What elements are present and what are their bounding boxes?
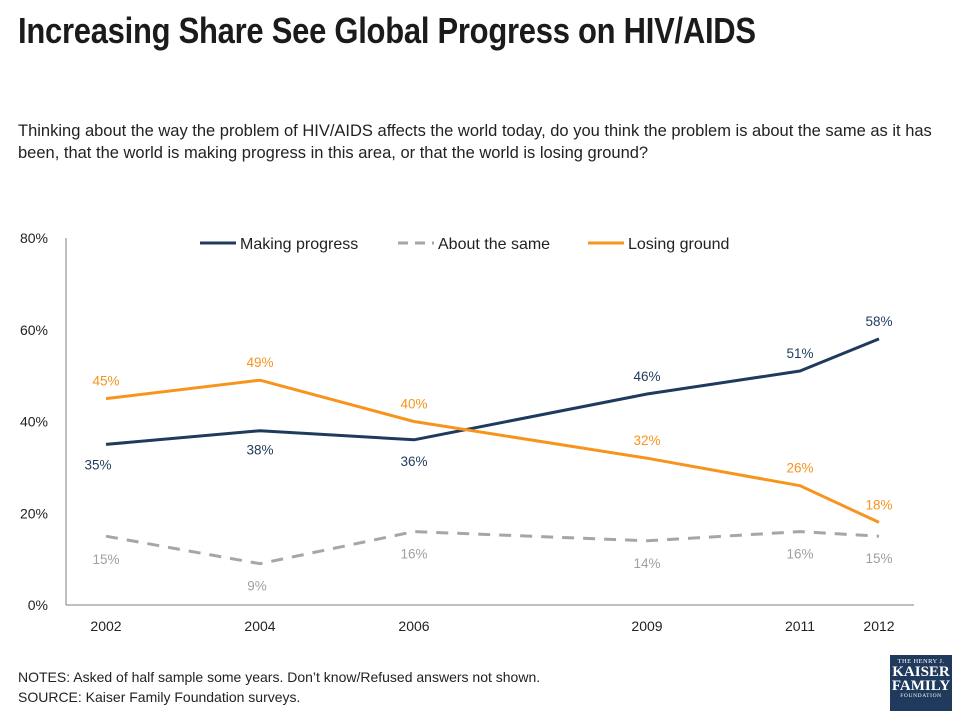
y-tick-label: 80% <box>20 230 48 246</box>
legend-label: About the same <box>438 236 550 253</box>
notes-text: NOTES: Asked of half sample some years. … <box>18 669 541 685</box>
line-chart: 0% 20% 40% 60% 80% 2002 2004 2006 2009 2011 2012 35… <box>20 230 914 634</box>
series-line-about-the-same <box>105 530 880 566</box>
data-label: 16% <box>786 547 813 562</box>
data-label: 15% <box>92 552 119 567</box>
x-tick-label: 2006 <box>398 618 429 634</box>
data-label: 58% <box>865 314 892 329</box>
legend-label: Making progress <box>240 236 358 253</box>
logo-line-2: KAISER <box>892 664 950 680</box>
x-tick-label: 2002 <box>90 618 121 634</box>
data-label: 26% <box>786 461 813 476</box>
y-tick-label: 60% <box>20 322 48 338</box>
logo-line-1: THE HENRY J. <box>897 658 945 665</box>
data-label: 36% <box>400 454 427 469</box>
page-title: Increasing Share See Global Progress on … <box>18 10 756 51</box>
data-label: 45% <box>92 374 119 389</box>
data-label: 49% <box>246 355 273 370</box>
x-tick-label: 2012 <box>863 618 894 634</box>
kff-logo: THE HENRY J. KAISER FAMILY FOUNDATION <box>890 655 952 711</box>
logo-line-4: FOUNDATION <box>900 693 942 699</box>
x-tick-label: 2004 <box>244 618 275 634</box>
series-line-losing-ground <box>105 378 880 524</box>
footnotes: NOTES: Asked of half sample some years. … <box>18 667 540 707</box>
x-tick-label: 2011 <box>785 618 815 634</box>
data-label: 46% <box>633 369 660 384</box>
y-tick-label: 0% <box>28 597 48 613</box>
data-label: 35% <box>84 457 111 472</box>
y-tick-label: 20% <box>20 505 48 521</box>
data-label: 16% <box>400 547 427 562</box>
x-tick-label: 2009 <box>631 618 662 634</box>
data-label: 18% <box>865 497 892 512</box>
legend-label: Losing ground <box>628 236 729 253</box>
survey-question: Thinking about the way the problem of HI… <box>18 122 932 162</box>
data-label: 9% <box>247 579 267 594</box>
data-label: 32% <box>633 433 660 448</box>
data-label: 14% <box>633 556 660 571</box>
source-text: SOURCE: Kaiser Family Foundation surveys… <box>18 689 301 705</box>
series-line-making-progress <box>105 337 880 446</box>
data-label: 51% <box>786 346 813 361</box>
data-label: 40% <box>400 397 427 412</box>
data-label: 38% <box>246 443 273 458</box>
y-tick-label: 40% <box>20 414 48 430</box>
data-label: 15% <box>865 551 892 566</box>
logo-line-3: FAMILY <box>891 678 951 694</box>
